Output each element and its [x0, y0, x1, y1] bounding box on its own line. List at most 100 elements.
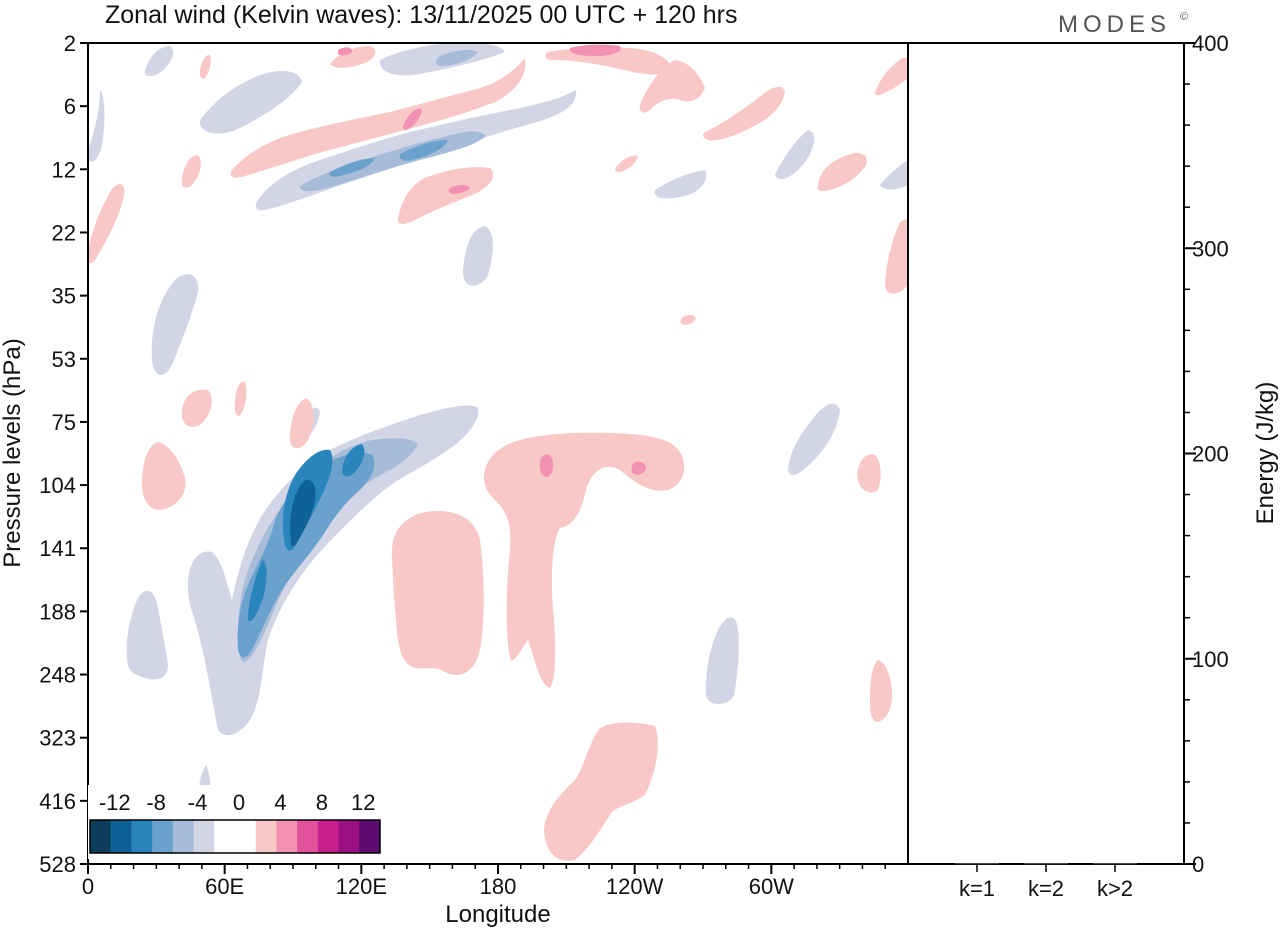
energy-tick-label: 300	[1192, 236, 1229, 261]
contour-pos4-strat-l	[615, 155, 638, 172]
colorbar-swatch	[235, 820, 257, 853]
contour-pos4-mid	[391, 510, 484, 676]
contour-pos4-strat-g	[874, 58, 908, 96]
colorbar-label: -12	[99, 790, 131, 815]
contour-pos4-strat-e	[703, 86, 785, 141]
contour-neg4-strat-c	[144, 46, 174, 77]
contour-neg4-strat-g	[880, 160, 908, 190]
colorbar-swatch	[90, 820, 112, 853]
energy-bar	[1093, 863, 1137, 865]
colorbar-swatch	[359, 820, 381, 853]
contour-pos8-b	[631, 461, 646, 475]
contour-pos4-deep	[544, 722, 658, 861]
energy-tick-label: 200	[1192, 442, 1229, 467]
y-tick-label: 104	[39, 473, 76, 498]
colorbar-label: 12	[351, 790, 375, 815]
colorbar-swatch	[338, 820, 360, 853]
y-tick-label: 2	[64, 31, 76, 56]
colorbar-label: 4	[274, 790, 286, 815]
x-tick-label: 120E	[336, 874, 387, 899]
contour-field	[88, 43, 908, 861]
energy-tick-label: 0	[1192, 852, 1204, 877]
contour-neg4-main	[187, 405, 479, 736]
contour-neg4-east-a	[788, 403, 840, 475]
contour-neg16-east	[342, 444, 365, 477]
y-tick-label: 323	[39, 726, 76, 751]
contour-pos4-strat-b	[397, 167, 494, 224]
contour-neg4-east-b	[705, 617, 739, 705]
contour-pos4-upper-b	[234, 381, 247, 416]
pressure-axis: 2 6 12 22 35 53 75 104 141 188 248 323 416 528	[39, 31, 88, 877]
contour-pos4-east-a	[857, 454, 881, 493]
contour-neg12-main	[237, 453, 375, 658]
x-tick-label: 120W	[606, 874, 664, 899]
energy-tick-label: 400	[1192, 31, 1229, 56]
colorbar-swatch	[276, 820, 298, 853]
colorbar-swatch	[193, 820, 215, 853]
chart-title: Zonal wind (Kelvin waves): 13/11/2025 00…	[105, 1, 738, 29]
contour-pos8-strat-c	[448, 185, 470, 194]
contour-pos4-strat-j	[885, 218, 908, 294]
contour-pos4-strat-f	[817, 153, 867, 192]
colorbar-label: 0	[233, 790, 245, 815]
contour-neg16-tail	[248, 560, 267, 622]
contour-neg4-strat-h	[462, 226, 493, 286]
contour-pos4-east-b	[870, 660, 892, 722]
contour-pos4-strat-d	[639, 60, 705, 113]
y-tick-label: 416	[39, 789, 76, 814]
contour-pos4-strat-m	[199, 54, 211, 79]
colorbar-swatch	[317, 820, 340, 853]
colorbar-swatch	[110, 820, 132, 853]
y-tick-label: 53	[52, 347, 76, 372]
energy-bars	[955, 863, 1137, 865]
y-tick-label: 35	[52, 284, 76, 309]
contour-pos4-upper-d	[141, 442, 186, 510]
colorbar-swatch	[131, 820, 153, 853]
y-tick-label: 141	[39, 536, 76, 561]
y-tick-label: 528	[39, 852, 76, 877]
colorbar-label: -8	[146, 790, 166, 815]
contour-pos4-large	[483, 432, 685, 688]
contour-neg8-strat-top	[436, 49, 478, 66]
colorbar-swatch	[152, 820, 174, 853]
category-label: k>2	[1097, 876, 1133, 901]
y-tick-label: 248	[39, 663, 76, 688]
contour-neg4-strat-e	[654, 170, 707, 199]
x-tick-label: 60E	[205, 874, 244, 899]
contour-pos8-strat-b	[569, 44, 621, 56]
category-label: k=2	[1028, 876, 1064, 901]
longitude-axis: 0 60E 120E 180 120W 60W	[82, 864, 886, 899]
colorbar: -12 -8 -4 0 4 8 12	[88, 785, 384, 859]
contour-pos4-upper-c	[290, 398, 314, 449]
colorbar-label: -4	[188, 790, 208, 815]
y-tick-label: 12	[52, 157, 76, 182]
contour-pos4-strat-a	[230, 58, 526, 178]
energy-axis-label: Energy (J/kg)	[1252, 382, 1279, 525]
y-axis-label: Pressure levels (hPa)	[0, 338, 26, 567]
contour-pos4-strat-h	[330, 46, 376, 68]
contour-neg4-strat-f	[775, 130, 815, 180]
y-tick-label: 75	[52, 410, 76, 435]
contour-pos8-strat-a	[402, 108, 422, 130]
x-tick-label: 0	[82, 874, 94, 899]
energy-plot-frame	[907, 42, 1185, 865]
contour-neg4-west-upper	[151, 273, 199, 376]
contour-neg12-strat-b	[399, 140, 448, 161]
contour-neg4-strat-d	[88, 90, 105, 162]
energy-bar	[1024, 863, 1068, 865]
category-label: k=1	[959, 876, 995, 901]
x-tick-label: 60W	[749, 874, 794, 899]
contour-pos4-strat-k	[181, 155, 201, 188]
colorbar-swatch	[172, 820, 195, 853]
colorbar-swatch	[255, 820, 277, 853]
energy-axis: 0 100 200 300 400	[1184, 31, 1229, 877]
y-tick-label: 6	[64, 94, 76, 119]
colorbar-frame	[89, 819, 381, 854]
contour-neg20-core	[290, 479, 316, 547]
contour-neg4-strat-b	[199, 70, 302, 134]
contour-pos4-strat-i	[88, 184, 125, 264]
wavenumber-axis: k=1 k=2 k>2	[959, 864, 1133, 901]
x-axis-label: Longitude	[445, 901, 550, 928]
y-tick-label: 22	[52, 220, 76, 245]
